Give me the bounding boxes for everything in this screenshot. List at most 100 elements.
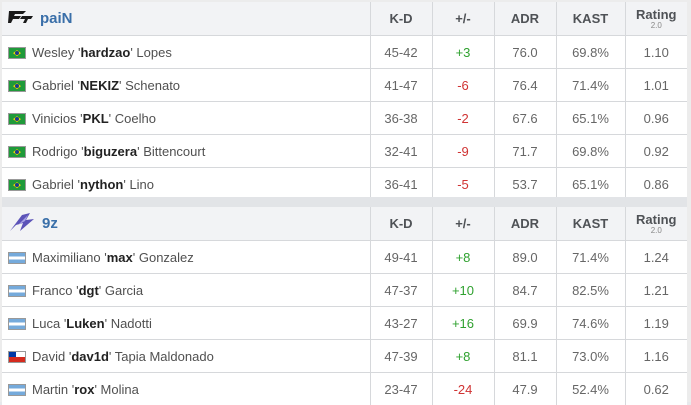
rating-value: 1.16 — [625, 340, 687, 373]
kd-value: 49-41 — [370, 241, 432, 274]
kast-value: 65.1% — [556, 102, 625, 135]
kd-column-header: K-D — [370, 2, 432, 36]
player-last-name: Bittencourt — [143, 144, 205, 159]
player-cell: Gabriel 'nython' Lino — [2, 168, 370, 201]
kast-column-header: KAST — [556, 207, 625, 241]
player-cell: Luca 'Luken' Nadotti — [2, 307, 370, 340]
player-nickname: NEKIZ — [80, 78, 119, 93]
kast-value: 82.5% — [556, 274, 625, 307]
team-name[interactable]: paiN — [40, 10, 73, 27]
player-first-name: Rodrigo — [32, 144, 78, 159]
player-last-name: Garcia — [105, 283, 143, 298]
player-cell: David 'dav1d' Tapia Maldonado — [2, 340, 370, 373]
argentina-flag-icon — [8, 318, 26, 330]
player-name-link[interactable]: Luca 'Luken' Nadotti — [32, 316, 152, 331]
plus-minus-value: -9 — [432, 135, 494, 168]
9z-logo-icon — [8, 211, 36, 236]
player-name-link[interactable]: Rodrigo 'biguzera' Bittencourt — [32, 144, 205, 159]
player-last-name: Coelho — [115, 111, 156, 126]
player-first-name: Franco — [32, 283, 72, 298]
player-last-name: Nadotti — [111, 316, 152, 331]
adr-value: 76.4 — [494, 69, 556, 102]
kast-column-header: KAST — [556, 2, 625, 36]
plus-minus-value: +3 — [432, 36, 494, 69]
player-last-name: Schenato — [125, 78, 180, 93]
brazil-flag-icon — [8, 146, 26, 158]
kd-value: 43-27 — [370, 307, 432, 340]
kd-value: 47-37 — [370, 274, 432, 307]
rating-value: 0.62 — [625, 373, 687, 405]
argentina-flag-icon — [8, 252, 26, 264]
player-first-name: Gabriel — [32, 177, 74, 192]
plus-minus-column-header: +/- — [432, 2, 494, 36]
player-name-link[interactable]: Wesley 'hardzao' Lopes — [32, 45, 172, 60]
kd-value: 36-41 — [370, 168, 432, 201]
player-first-name: Vinicios — [32, 111, 77, 126]
player-name-link[interactable]: Maximiliano 'max' Gonzalez — [32, 250, 194, 265]
adr-column-header: ADR — [494, 207, 556, 241]
player-first-name: Martin — [32, 382, 68, 397]
player-first-name: Wesley — [32, 45, 74, 60]
table-divider — [2, 197, 687, 207]
adr-column-header: ADR — [494, 2, 556, 36]
rating-version: 2.0 — [626, 227, 688, 235]
player-name-link[interactable]: Gabriel 'nython' Lino — [32, 177, 154, 192]
player-cell: Rodrigo 'biguzera' Bittencourt — [2, 135, 370, 168]
rating-value: 1.10 — [625, 36, 687, 69]
kd-value: 32-41 — [370, 135, 432, 168]
team-name[interactable]: 9z — [42, 215, 58, 232]
team-header-cell: 9z — [2, 207, 370, 241]
brazil-flag-icon — [8, 47, 26, 59]
plus-minus-value: +8 — [432, 340, 494, 373]
adr-value: 89.0 — [494, 241, 556, 274]
player-name-link[interactable]: Gabriel 'NEKIZ' Schenato — [32, 78, 180, 93]
plus-minus-value: +8 — [432, 241, 494, 274]
player-nickname: dgt — [79, 283, 99, 298]
rating-value: 0.96 — [625, 102, 687, 135]
plus-minus-value: +10 — [432, 274, 494, 307]
rating-value: 0.86 — [625, 168, 687, 201]
kast-value: 52.4% — [556, 373, 625, 405]
player-name-link[interactable]: Martin 'rox' Molina — [32, 382, 139, 397]
kast-value: 69.8% — [556, 36, 625, 69]
team-header-cell: paiN — [2, 2, 370, 36]
rating-version: 2.0 — [626, 22, 688, 30]
rating-label: Rating — [636, 7, 676, 22]
player-first-name: Gabriel — [32, 78, 74, 93]
kd-value: 23-47 — [370, 373, 432, 405]
brazil-flag-icon — [8, 179, 26, 191]
player-name-link[interactable]: Vinicios 'PKL' Coelho — [32, 111, 156, 126]
adr-value: 53.7 — [494, 168, 556, 201]
argentina-flag-icon — [8, 384, 26, 396]
kd-column-header: K-D — [370, 207, 432, 241]
argentina-flag-icon — [8, 285, 26, 297]
player-last-name: Lopes — [136, 45, 171, 60]
plus-minus-column-header: +/- — [432, 207, 494, 241]
player-last-name: Gonzalez — [139, 250, 194, 265]
player-nickname: max — [107, 250, 133, 265]
rating-value: 1.21 — [625, 274, 687, 307]
player-nickname: Luken — [66, 316, 104, 331]
adr-value: 76.0 — [494, 36, 556, 69]
plus-minus-value: -5 — [432, 168, 494, 201]
player-first-name: David — [32, 349, 65, 364]
player-cell: Martin 'rox' Molina — [2, 373, 370, 405]
player-cell: Franco 'dgt' Garcia — [2, 274, 370, 307]
brazil-flag-icon — [8, 113, 26, 125]
adr-value: 69.9 — [494, 307, 556, 340]
rating-value: 1.19 — [625, 307, 687, 340]
player-name-link[interactable]: David 'dav1d' Tapia Maldonado — [32, 349, 214, 364]
player-name-link[interactable]: Franco 'dgt' Garcia — [32, 283, 143, 298]
adr-value: 47.9 — [494, 373, 556, 405]
player-first-name: Luca — [32, 316, 60, 331]
